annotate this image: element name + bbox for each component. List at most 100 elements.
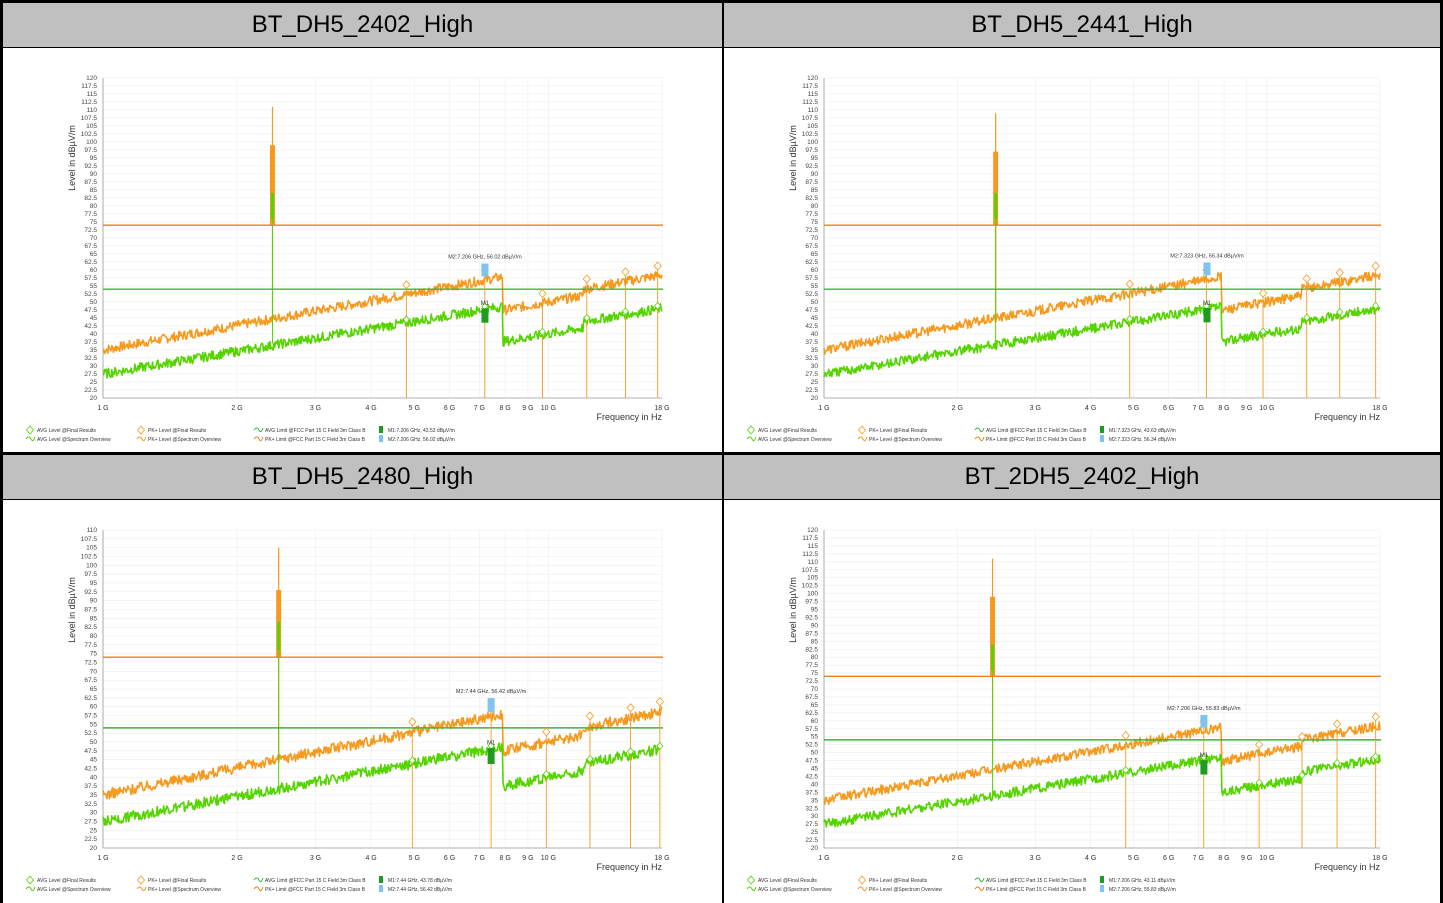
legend-avg-overview-swatch bbox=[746, 886, 757, 892]
y-tick-label: 27.5 bbox=[805, 821, 818, 828]
x-tick-label: 5 G bbox=[1128, 405, 1139, 412]
legend-pk-overview-label: PK+ Level @Spectrum Overview bbox=[869, 437, 942, 443]
y-tick-label: 82.5 bbox=[84, 195, 97, 202]
x-tick-label: 8 G bbox=[500, 855, 511, 862]
legend-avg-limit-label: AVG Limit @FCC Part 15 C Field 3m Class … bbox=[986, 878, 1087, 884]
legend-pk-final-swatch bbox=[136, 875, 146, 885]
legend-m1-swatch bbox=[379, 426, 383, 433]
legend-pk-final-swatch bbox=[136, 425, 146, 435]
y-tick-label: 110 bbox=[808, 559, 819, 566]
y-axis-label: Level in dBµV/m bbox=[67, 577, 77, 643]
y-tick-label: 27.5 bbox=[84, 819, 97, 826]
legend-m2-swatch bbox=[379, 435, 383, 442]
x-tick-label: 1 G bbox=[818, 855, 829, 862]
legend-avg-overview-swatch bbox=[746, 436, 757, 442]
y-tick-label: 80 bbox=[90, 633, 98, 640]
legend-pk-final-label: PK+ Level @Final Results bbox=[869, 428, 928, 434]
y-tick-label: 47.5 bbox=[84, 748, 97, 755]
x-tick-label: 5 G bbox=[1128, 855, 1139, 862]
y-tick-label: 35 bbox=[811, 797, 819, 804]
panel-title: BT_2DH5_2402_High bbox=[724, 455, 1440, 500]
pk-trace bbox=[823, 721, 1381, 805]
legend-pk-overview-swatch bbox=[857, 886, 868, 892]
pk-final-diamond bbox=[582, 274, 591, 284]
y-tick-label: 100 bbox=[86, 139, 97, 146]
legend-m2-label: M2:7.206 GHz, 56.02 dBµV/m bbox=[388, 437, 455, 443]
y-tick-label: 35 bbox=[90, 347, 98, 354]
legend-pk-limit-label: PK+ Limit @FCC Part 15 C Field 3m Class … bbox=[265, 887, 366, 893]
carrier-avg-band bbox=[277, 621, 281, 651]
y-tick-label: 35 bbox=[90, 792, 98, 799]
y-tick-label: 42.5 bbox=[84, 323, 97, 330]
legend-avg-final-swatch bbox=[746, 425, 756, 435]
legend-avg-overview-label: AVG Level @Spectrum Overview bbox=[758, 887, 832, 893]
marker-m2-label: M2:7.44 GHz, 56.42 dBµV/m bbox=[456, 689, 527, 695]
y-tick-label: 72.5 bbox=[84, 227, 97, 234]
legend-pk-limit-label: PK+ Limit @FCC Part 15 C Field 3m Class … bbox=[986, 887, 1087, 893]
avg-trace bbox=[102, 302, 663, 379]
y-tick-label: 62.5 bbox=[84, 259, 97, 266]
legend-m1-label: M1:7.323 GHz, 43.63 dBµV/m bbox=[1109, 428, 1176, 434]
x-tick-label: 4 G bbox=[365, 405, 376, 412]
legend-avg-limit-swatch bbox=[974, 877, 985, 883]
y-tick-label: 62.5 bbox=[84, 695, 97, 702]
x-axis-label: Frequency in Hz bbox=[1314, 862, 1380, 872]
pk-final-diamond bbox=[408, 717, 417, 727]
x-tick-label: 1 G bbox=[818, 405, 829, 412]
y-tick-label: 52.5 bbox=[84, 730, 97, 737]
legend: AVG Level @Final Results AVG Level @Spect… bbox=[25, 875, 452, 893]
y-tick-label: 82.5 bbox=[805, 195, 818, 202]
x-tick-label: 3 G bbox=[310, 405, 321, 412]
y-tick-label: 55 bbox=[811, 734, 819, 741]
y-tick-label: 45 bbox=[90, 315, 98, 322]
y-tick-label: 105 bbox=[86, 123, 97, 130]
pk-final-diamond bbox=[538, 288, 547, 299]
legend-pk-final-label: PK+ Level @Final Results bbox=[869, 878, 928, 884]
y-tick-label: 57.5 bbox=[805, 275, 818, 282]
y-tick-label: 30 bbox=[90, 363, 98, 370]
marker-m1 bbox=[481, 308, 489, 323]
y-tick-label: 82.5 bbox=[84, 624, 97, 631]
legend-avg-overview-swatch bbox=[25, 436, 36, 442]
y-tick-label: 50 bbox=[90, 299, 98, 306]
x-tick-label: 8 G bbox=[1218, 405, 1229, 412]
avg-final-diamond bbox=[542, 770, 550, 779]
avg-final-diamond bbox=[538, 327, 546, 336]
avg-final-diamond bbox=[1333, 758, 1341, 768]
marker-m2 bbox=[1200, 714, 1208, 728]
legend-m2-swatch bbox=[1100, 885, 1104, 892]
y-tick-label: 97.5 bbox=[805, 599, 818, 606]
y-tick-label: 95 bbox=[811, 155, 819, 162]
x-tick-label: 5 G bbox=[409, 855, 420, 862]
avg-final-diamond bbox=[1126, 314, 1134, 324]
pk-final-diamond bbox=[1302, 274, 1311, 284]
y-tick-label: 90 bbox=[90, 598, 98, 605]
y-tick-label: 37.5 bbox=[84, 339, 97, 346]
marker-m2-label: M2:7.206 GHz, 56.02 dBµV/m bbox=[448, 255, 522, 261]
y-tick-label: 75 bbox=[811, 670, 819, 677]
x-tick-label: 9 G bbox=[522, 855, 533, 862]
y-tick-label: 90 bbox=[811, 622, 819, 629]
y-tick-label: 32.5 bbox=[84, 801, 97, 808]
y-tick-label: 97.5 bbox=[805, 147, 818, 154]
chart-panel: BT_DH5_2402_High 20 22.5 25 27.5 30 32.5 35 37.… bbox=[3, 3, 722, 452]
spectrum-chart: 2022.52527.53032.53537.54042.54547.55052… bbox=[25, 75, 670, 443]
x-tick-label: 9 G bbox=[1241, 855, 1252, 862]
x-tick-label: 10 G bbox=[541, 855, 556, 862]
y-tick-label: 65 bbox=[90, 686, 98, 693]
y-tick-label: 102.5 bbox=[802, 131, 819, 138]
avg-trace bbox=[823, 301, 1381, 378]
pk-final-diamond bbox=[1371, 712, 1380, 722]
avg-final-diamond bbox=[1122, 765, 1130, 775]
x-tick-label: 2 G bbox=[952, 405, 963, 412]
legend-pk-limit-label: PK+ Limit @FCC Part 15 C Field 3m Class … bbox=[986, 437, 1087, 443]
legend-avg-limit-label: AVG Limit @FCC Part 15 C Field 3m Class … bbox=[265, 428, 366, 434]
legend-avg-limit-swatch bbox=[974, 427, 985, 433]
pk-final-diamond bbox=[542, 727, 551, 737]
y-tick-label: 70 bbox=[90, 235, 98, 242]
carrier-avg-band bbox=[991, 644, 995, 670]
y-tick-label: 105 bbox=[86, 545, 97, 552]
x-tick-label: 8 G bbox=[500, 405, 511, 412]
avg-final-diamond bbox=[583, 313, 591, 323]
